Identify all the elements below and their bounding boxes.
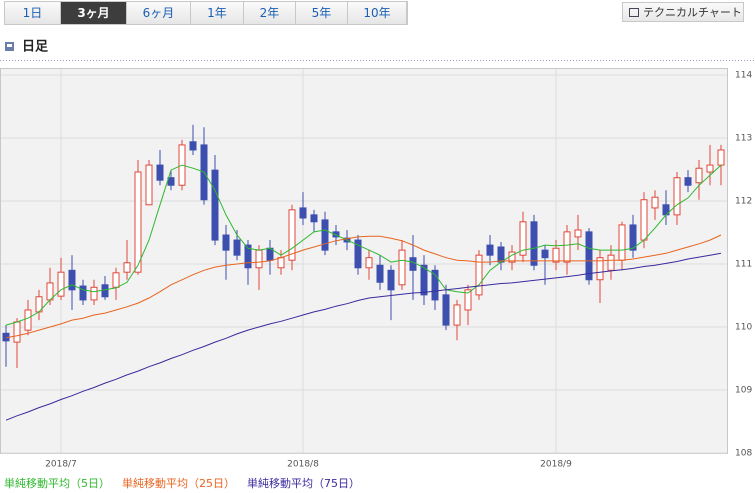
candle-body [211,169,219,241]
candle-body [332,231,340,238]
candle-body [607,254,615,271]
candle-body [167,177,175,186]
candle-body [464,289,472,311]
y-tick-label: 113 [735,134,752,144]
candle-body [233,239,241,256]
candle-body [497,246,505,263]
candle-body [717,149,725,166]
candle-body [453,304,461,326]
period-tab[interactable]: 6ヶ月 [127,2,191,24]
period-tab[interactable]: 2年 [244,2,296,24]
candle-body [79,285,87,301]
legend-entry: 単純移動平均（75日） [247,476,360,490]
candle-body [530,221,538,266]
plot-area [0,68,728,454]
y-tick-label: 110 [735,323,752,333]
candle-body [629,224,637,251]
period-tab[interactable]: 1日 [5,2,61,24]
legend-entry: 単純移動平均（25日） [122,476,235,490]
candle-body [310,214,318,223]
candle-body [552,247,560,263]
period-tab[interactable]: 1年 [191,2,244,24]
chart-title: 日足 [22,40,49,55]
x-tick-label: 2018/7 [45,460,77,470]
y-tick-label: 114 [735,71,752,81]
candle-body [101,284,109,298]
candle-body [123,262,131,273]
candle-body [486,244,494,256]
candle-body [288,209,296,261]
candle-body [651,196,659,209]
candle-body [376,264,384,283]
period-tab[interactable]: 3ヶ月 [61,2,127,24]
candle-body [321,219,329,251]
y-tick-label: 112 [735,197,752,207]
candle-body [475,254,483,296]
y-tick-label: 111 [735,260,752,270]
period-tabs: 1日 3ヶ月 6ヶ月 1年 2年 5年 10年 [4,1,408,25]
candle-body [706,164,714,173]
candle-body [299,207,307,219]
candle-body [68,269,76,291]
candle-body [57,271,65,297]
candle-body [442,294,450,326]
period-tab[interactable]: 10年 [348,2,407,24]
candle-body [431,269,439,301]
candle-body [398,249,406,286]
candle-body [222,234,230,251]
candle-body [596,257,604,281]
y-tick-label: 109 [735,386,752,396]
candle-body [13,321,21,343]
candle-body [112,272,120,288]
candle-body [90,286,98,301]
x-tick-label: 2018/9 [540,460,572,470]
candle-body [409,257,417,271]
candle-body [585,231,593,281]
x-tick-label: 2018/8 [287,460,319,470]
candle-body [563,231,571,263]
candle-body [145,164,153,206]
moving-average-line [5,234,722,339]
candle-body [277,257,285,269]
candle-body [244,244,252,269]
candle-body [156,164,164,181]
legend-entry: 単純移動平均（5日） [4,476,110,490]
technical-chart-button[interactable]: テクニカルチャート [622,2,744,22]
candle-body [189,141,197,151]
candle-body [24,309,32,331]
candle-body [255,249,263,269]
title-icon-inner [7,44,12,47]
moving-average-line [5,164,722,326]
candle-body [618,224,626,261]
candle-body [134,171,142,273]
y-tick-label: 108 [735,449,752,459]
candle-body [365,257,373,269]
candle-body [640,199,648,241]
candle-body [695,167,703,184]
candle-body [673,177,681,216]
candle-body [420,264,428,296]
candle-body [519,221,527,256]
candle-body [684,177,692,186]
moving-average-line [5,252,722,421]
candle-body [541,249,549,259]
candle-body [354,239,362,269]
period-tab[interactable]: 5年 [296,2,348,24]
candle-body [387,269,395,291]
candle-body [574,229,582,238]
